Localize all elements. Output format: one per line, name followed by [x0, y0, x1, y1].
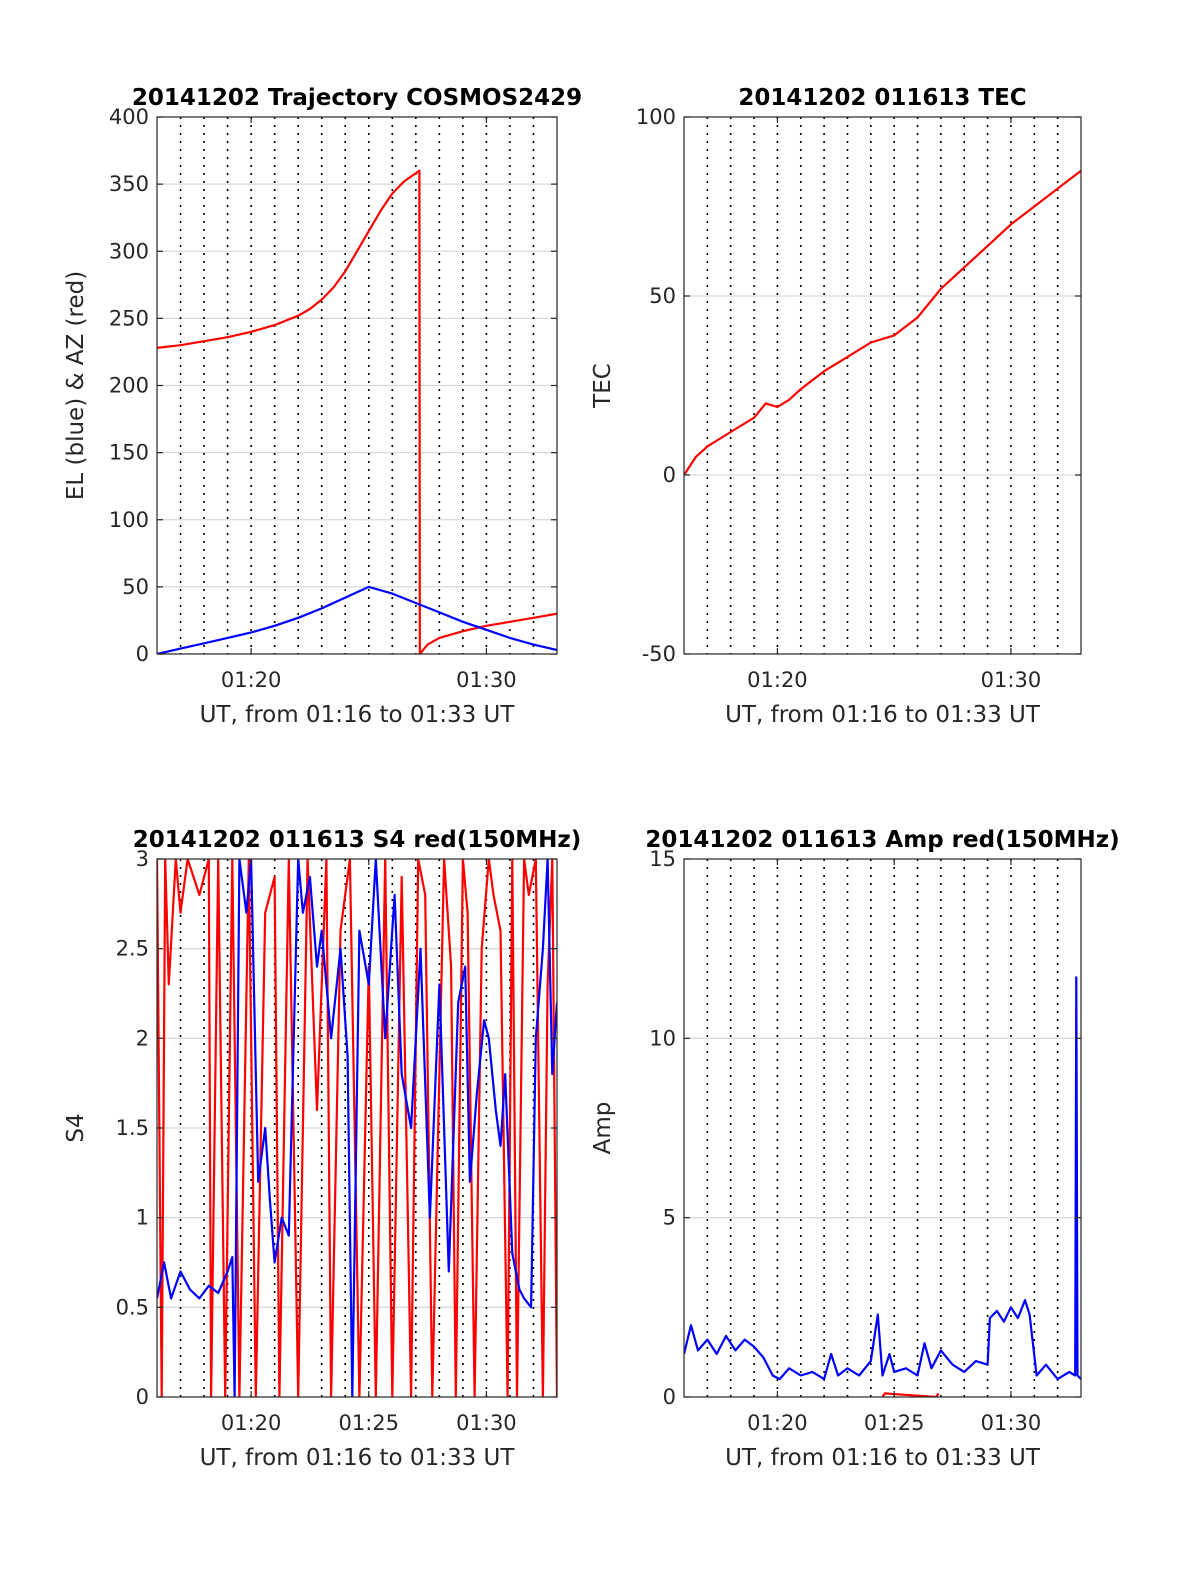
y-tick-label: 15: [649, 847, 676, 871]
x-tick-label: 01:30: [456, 1411, 517, 1435]
x-tick-label: 01:20: [221, 1411, 282, 1435]
x-tick-label: 01:25: [338, 1411, 399, 1435]
y-axis-label: S4: [63, 1113, 89, 1142]
y-tick-label: -50: [642, 642, 676, 666]
y-axis-label: EL (blue) & AZ (red): [63, 271, 89, 500]
y-tick-label: 100: [109, 508, 149, 532]
y-tick-label: 50: [122, 575, 149, 599]
series-line-2: [157, 585, 557, 654]
x-axis-label: UT, from 01:16 to 01:33 UT: [200, 702, 516, 728]
chart-1: 0 50 100 150 200 250 300 350 400 01:20 01:30 201412…: [63, 85, 582, 728]
y-tick-label: 0: [663, 1385, 676, 1409]
series-line-1: [684, 976, 1081, 1381]
x-axis-label: UT, from 01:16 to 01:33 UT: [725, 702, 1041, 728]
y-tick-label: 200: [109, 374, 149, 398]
y-tick-label: 150: [109, 441, 149, 465]
x-axis-label: UT, from 01:16 to 01:33 UT: [725, 1445, 1041, 1471]
y-tick-label: 350: [109, 172, 149, 196]
series-line-1: [684, 169, 1081, 476]
series-line-2: [881, 1392, 940, 1397]
x-tick-label: 01:20: [747, 1411, 808, 1435]
y-tick-label: 2: [136, 1026, 149, 1050]
chart-title: 20141202 011613 TEC: [738, 85, 1026, 111]
y-tick-label: 100: [636, 105, 676, 129]
chart-2: -50 0 50 100 01:20 01:30 20141202 011613 TEC UT…: [590, 85, 1082, 728]
x-tick-label: 01:20: [747, 668, 808, 692]
y-tick-label: 5: [663, 1206, 676, 1230]
y-tick-label: 1: [136, 1206, 149, 1230]
chart-title: 20141202 011613 S4 red(150MHz): [133, 827, 582, 853]
y-tick-label: 0: [136, 1385, 149, 1409]
chart-4: 0 5 10 15 01:20 01:25 01:30 20141202 011613 Amp…: [590, 827, 1120, 1471]
x-tick-label: 01:20: [221, 668, 282, 692]
x-tick-label: 01:30: [981, 668, 1042, 692]
y-tick-label: 10: [649, 1026, 676, 1050]
y-axis-label: TEC: [590, 363, 616, 409]
y-tick-label: 250: [109, 306, 149, 330]
y-tick-label: 0: [136, 642, 149, 666]
y-axis-label: Amp: [590, 1102, 616, 1155]
axes-frame: [683, 116, 1082, 655]
chart-3: 0 0.5 1 1.5 2 2.5 3 01:20 01:25 01:30 20141202 011…: [63, 827, 581, 1471]
y-tick-label: 0: [663, 463, 676, 487]
x-tick-label: 01:25: [864, 1411, 925, 1435]
chart-title: 20141202 Trajectory COSMOS2429: [132, 85, 582, 111]
x-tick-label: 01:30: [456, 668, 517, 692]
chart-title: 20141202 011613 Amp red(150MHz): [645, 827, 1119, 853]
y-tick-label: 400: [109, 105, 149, 129]
y-tick-label: 3: [136, 847, 149, 871]
y-tick-label: 1.5: [116, 1116, 149, 1140]
series-line-1: [157, 169, 557, 654]
y-tick-label: 300: [109, 239, 149, 263]
axes-frame: [683, 858, 1082, 1398]
y-tick-label: 0.5: [116, 1295, 149, 1319]
series-line-2: [157, 859, 557, 1397]
x-axis-label: UT, from 01:16 to 01:33 UT: [200, 1445, 516, 1471]
x-tick-label: 01:30: [981, 1411, 1042, 1435]
y-tick-label: 50: [649, 284, 676, 308]
y-tick-label: 2.5: [116, 937, 149, 961]
